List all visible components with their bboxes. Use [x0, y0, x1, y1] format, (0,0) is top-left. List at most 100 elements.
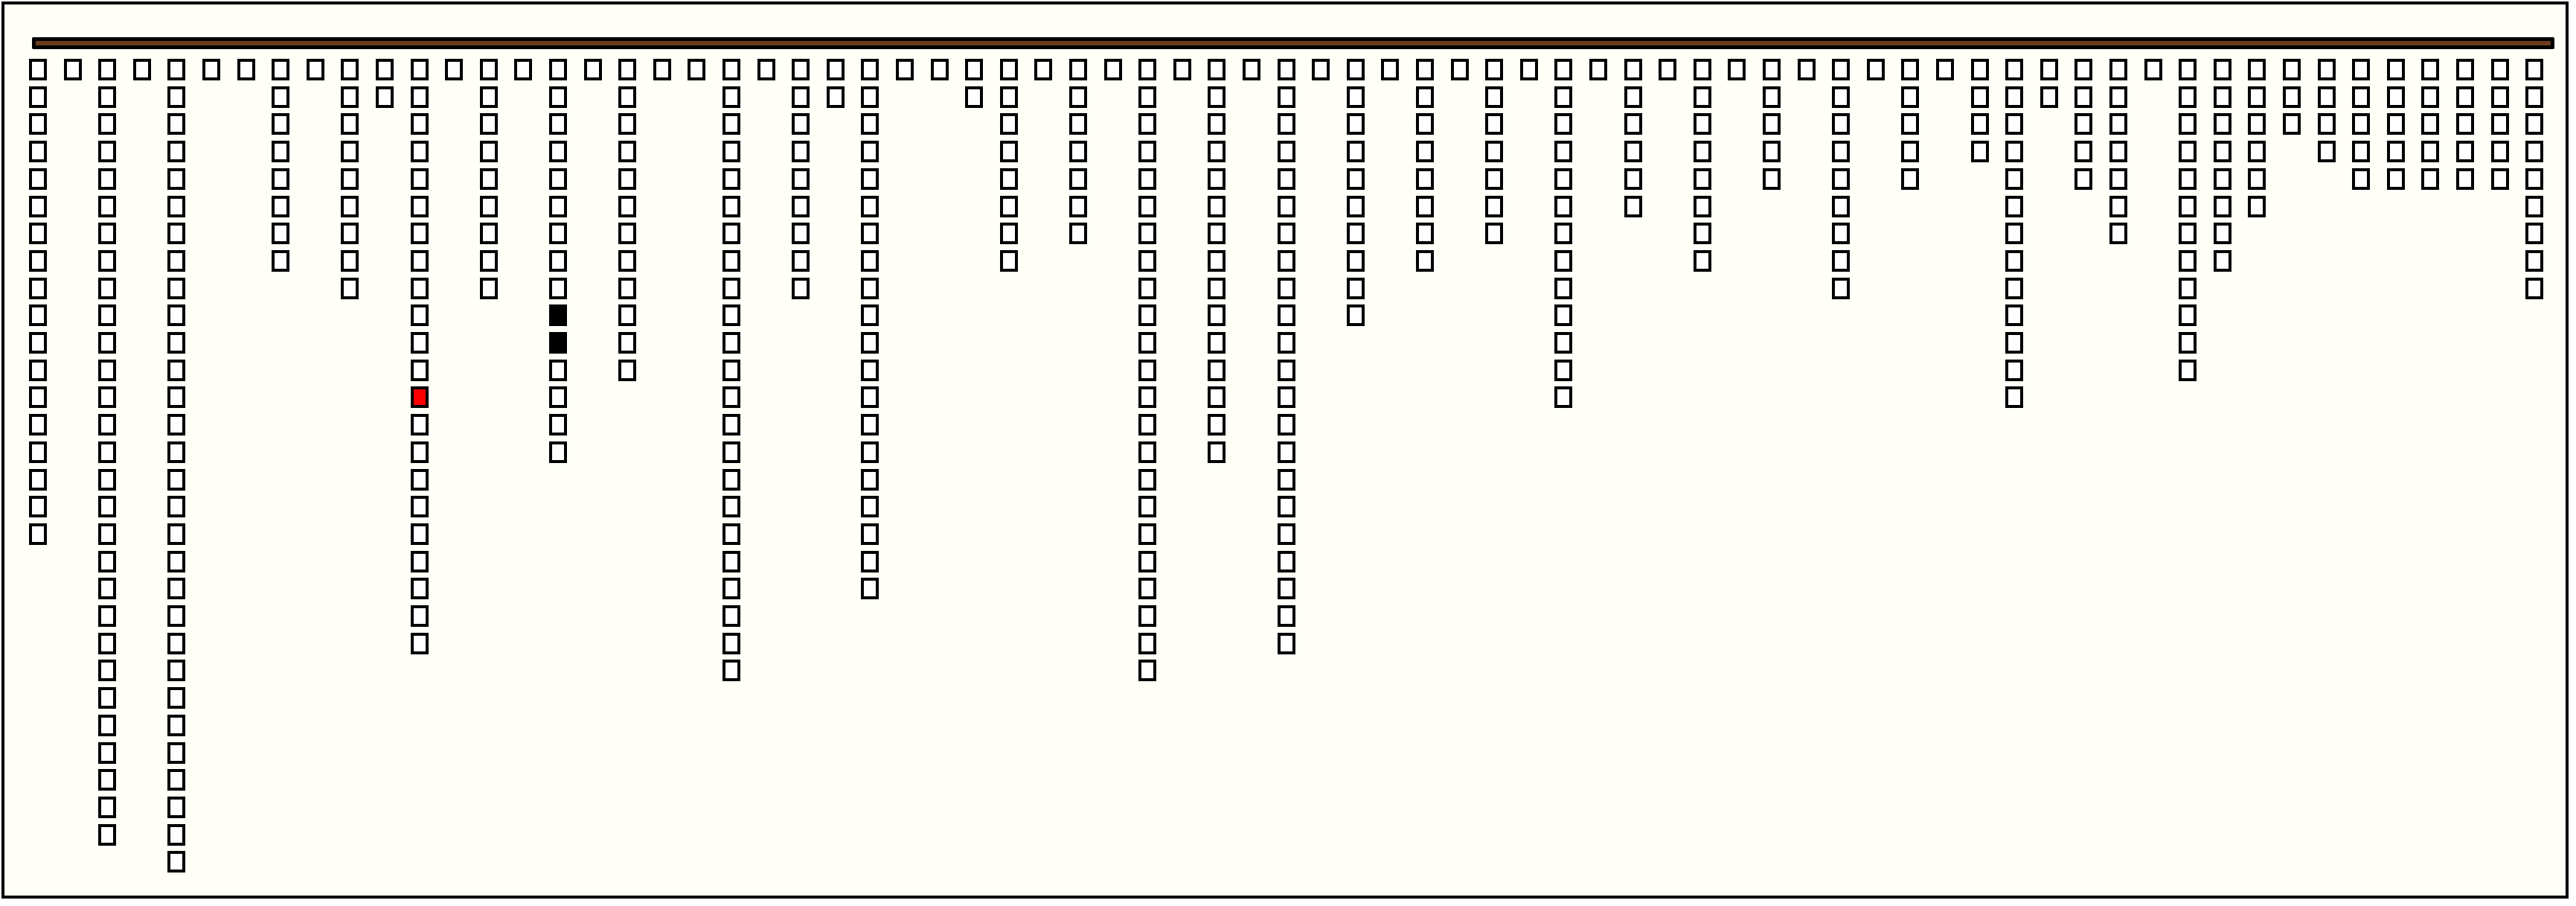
cell[interactable]: [1000, 250, 1018, 272]
cell[interactable]: [2318, 86, 2336, 108]
cell[interactable]: [480, 59, 498, 80]
cell[interactable]: [861, 168, 879, 190]
cell[interactable]: [549, 414, 567, 436]
cell[interactable]: [1624, 59, 1642, 80]
cell[interactable]: [1138, 250, 1156, 272]
cell[interactable]: [723, 250, 740, 272]
cell[interactable]: [167, 223, 185, 244]
cell[interactable]: [2179, 250, 2197, 272]
cell[interactable]: [2525, 59, 2543, 80]
cell[interactable]: [202, 59, 220, 80]
cell[interactable]: [2109, 223, 2127, 244]
cell[interactable]: [98, 59, 116, 80]
cell[interactable]: [1554, 332, 1572, 354]
cell[interactable]: [98, 687, 116, 709]
cell[interactable]: [792, 223, 810, 244]
cell[interactable]: [237, 59, 255, 80]
cell[interactable]: [167, 441, 185, 463]
cell[interactable]: [792, 141, 810, 162]
cell[interactable]: [98, 715, 116, 736]
cell[interactable]: [167, 605, 185, 627]
cell[interactable]: [167, 660, 185, 681]
cell[interactable]: [2248, 141, 2266, 162]
cell[interactable]: [723, 278, 740, 299]
cell[interactable]: [1208, 223, 1225, 244]
cell[interactable]: [1138, 223, 1156, 244]
cell[interactable]: [1347, 304, 1365, 326]
cell[interactable]: [1867, 59, 1885, 80]
cell[interactable]: [723, 469, 740, 491]
cell[interactable]: [1347, 196, 1365, 217]
cell[interactable]: [1278, 414, 1295, 436]
cell[interactable]: [1554, 304, 1572, 326]
cell[interactable]: [411, 332, 429, 354]
cell[interactable]: [2525, 86, 2543, 108]
cell[interactable]: [861, 551, 879, 572]
cell[interactable]: [1138, 278, 1156, 299]
cell[interactable]: [411, 360, 429, 381]
cell[interactable]: [98, 496, 116, 517]
cell[interactable]: [480, 86, 498, 108]
cell[interactable]: [411, 223, 429, 244]
cell[interactable]: [98, 523, 116, 545]
cell[interactable]: [2005, 360, 2023, 381]
cell[interactable]: [1624, 196, 1642, 217]
cell[interactable]: [2421, 59, 2439, 80]
cell[interactable]: [1763, 113, 1781, 135]
cell[interactable]: [167, 414, 185, 436]
cell[interactable]: [1069, 113, 1087, 135]
cell[interactable]: [133, 59, 151, 80]
cell[interactable]: [861, 469, 879, 491]
cell[interactable]: [1694, 59, 1711, 80]
cell[interactable]: [29, 441, 47, 463]
cell[interactable]: [861, 223, 879, 244]
cell[interactable]: [1416, 168, 1434, 190]
cell[interactable]: [167, 113, 185, 135]
cell[interactable]: [29, 304, 47, 326]
cell[interactable]: [1278, 386, 1295, 408]
cell[interactable]: [2248, 168, 2266, 190]
cell[interactable]: [1728, 59, 1746, 80]
cell[interactable]: [2179, 59, 2197, 80]
cell[interactable]: [2214, 223, 2231, 244]
cell[interactable]: [1694, 250, 1711, 272]
cell[interactable]: [2352, 168, 2370, 190]
cell[interactable]: [1554, 59, 1572, 80]
cell[interactable]: [2456, 86, 2474, 108]
cell[interactable]: [2525, 141, 2543, 162]
cell[interactable]: [618, 168, 636, 190]
cell[interactable]: [167, 496, 185, 517]
cell[interactable]: [723, 660, 740, 681]
cell[interactable]: [1138, 660, 1156, 681]
cell[interactable]: [723, 141, 740, 162]
cell[interactable]: [1832, 168, 1850, 190]
cell[interactable]: [2525, 223, 2543, 244]
cell[interactable]: [2421, 113, 2439, 135]
cell[interactable]: [480, 223, 498, 244]
cell[interactable]: [29, 196, 47, 217]
cell[interactable]: [98, 660, 116, 681]
cell[interactable]: [2109, 59, 2127, 80]
cell[interactable]: [1278, 605, 1295, 627]
cell[interactable]: [29, 113, 47, 135]
cell[interactable]: [1278, 168, 1295, 190]
cell[interactable]: [2387, 113, 2405, 135]
cell[interactable]: [2318, 141, 2336, 162]
cell[interactable]: [1138, 332, 1156, 354]
cell[interactable]: [1138, 86, 1156, 108]
cell[interactable]: [1069, 141, 1087, 162]
cell[interactable]: [2283, 113, 2301, 135]
cell[interactable]: [2109, 196, 2127, 217]
cell[interactable]: [1278, 496, 1295, 517]
cell[interactable]: [2248, 86, 2266, 108]
cell[interactable]: [1832, 250, 1850, 272]
cell[interactable]: [1554, 278, 1572, 299]
cell[interactable]: [1138, 168, 1156, 190]
cell[interactable]: [1104, 59, 1122, 80]
cell[interactable]: [2040, 59, 2058, 80]
cell[interactable]: [29, 496, 47, 517]
cell[interactable]: [272, 168, 289, 190]
cell[interactable]: [861, 250, 879, 272]
cell[interactable]: [549, 250, 567, 272]
cell[interactable]: [2214, 250, 2231, 272]
